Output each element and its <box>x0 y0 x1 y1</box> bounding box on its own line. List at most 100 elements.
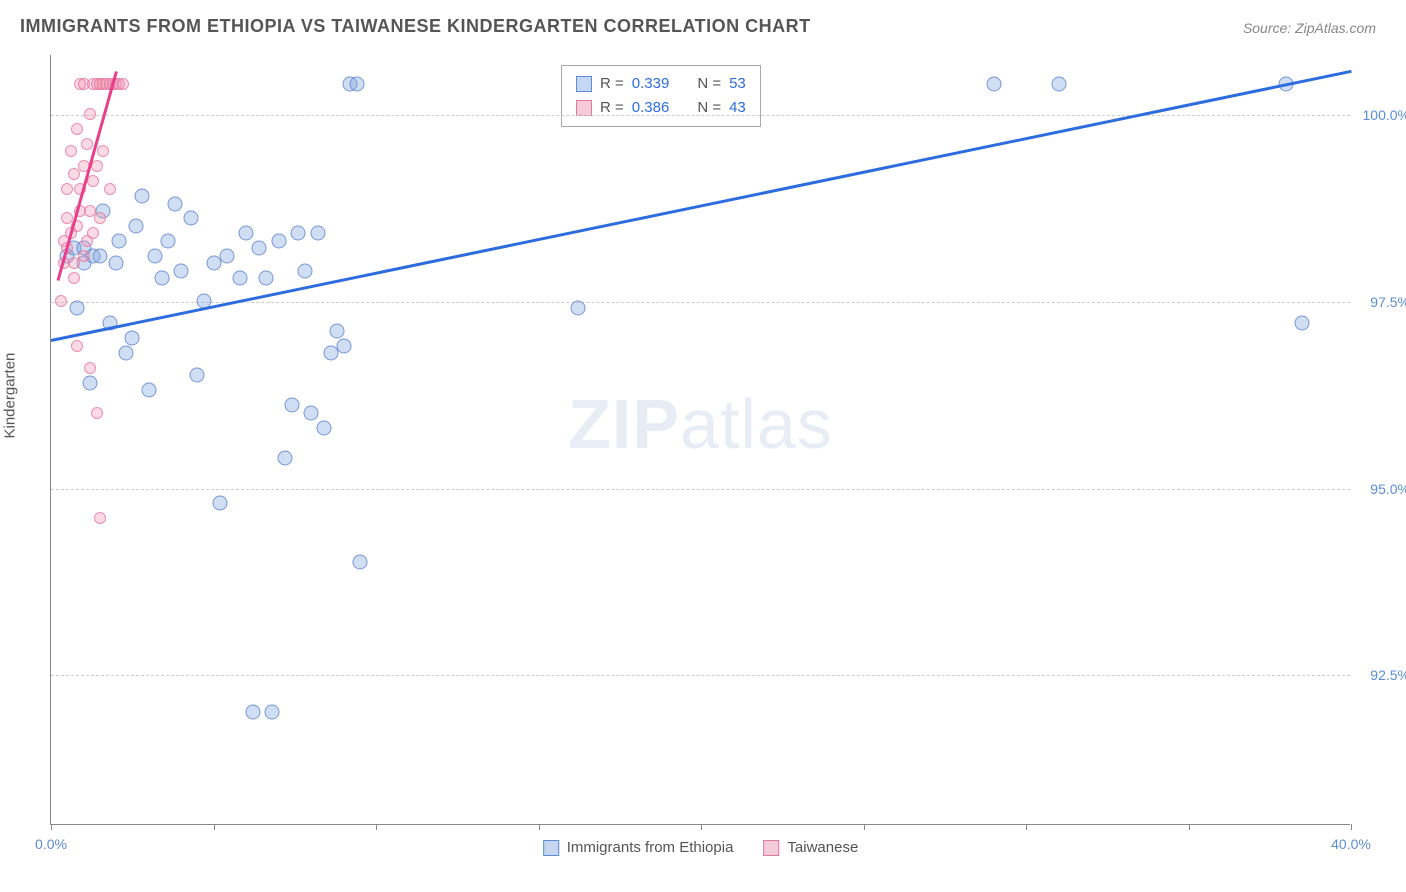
gridline-h <box>51 302 1350 303</box>
scatter-point <box>252 241 267 256</box>
scatter-point <box>87 175 99 187</box>
x-tick <box>51 824 52 830</box>
series-legend: Immigrants from Ethiopia Taiwanese <box>543 839 859 856</box>
scatter-point <box>61 183 73 195</box>
legend-series-label: Immigrants from Ethiopia <box>567 839 734 856</box>
gridline-h <box>51 489 1350 490</box>
x-tick <box>1026 824 1027 830</box>
scatter-point <box>190 368 205 383</box>
scatter-point <box>78 250 90 262</box>
scatter-point <box>1051 76 1066 91</box>
x-tick <box>376 824 377 830</box>
correlation-legend: R = 0.339 N = 53 R = 0.386 N = 43 <box>561 65 761 127</box>
scatter-point <box>81 138 93 150</box>
scatter-point <box>174 263 189 278</box>
scatter-point <box>278 450 293 465</box>
scatter-point <box>330 323 345 338</box>
x-tick <box>864 824 865 830</box>
scatter-point <box>352 555 367 570</box>
legend-n-value: 53 <box>729 72 746 96</box>
scatter-point <box>135 189 150 204</box>
scatter-point <box>245 704 260 719</box>
scatter-point <box>148 248 163 263</box>
scatter-point <box>84 362 96 374</box>
scatter-point <box>284 398 299 413</box>
scatter-point <box>55 295 67 307</box>
scatter-point <box>118 346 133 361</box>
scatter-point <box>84 108 96 120</box>
scatter-point <box>161 233 176 248</box>
legend-series-item: Immigrants from Ethiopia <box>543 839 734 856</box>
x-tick-label: 0.0% <box>35 836 67 852</box>
scatter-point <box>97 145 109 157</box>
legend-series-label: Taiwanese <box>787 839 858 856</box>
y-tick-label: 100.0% <box>1355 107 1406 123</box>
y-tick-label: 95.0% <box>1355 481 1406 497</box>
scatter-point <box>239 226 254 241</box>
scatter-point <box>232 271 247 286</box>
scatter-point <box>125 331 140 346</box>
scatter-point <box>70 301 85 316</box>
scatter-point <box>94 212 106 224</box>
scatter-point <box>310 226 325 241</box>
scatter-point <box>112 233 127 248</box>
watermark-bold: ZIP <box>568 385 680 463</box>
y-axis-label: Kindergarten <box>2 353 19 439</box>
scatter-point <box>297 263 312 278</box>
scatter-point <box>128 218 143 233</box>
watermark-rest: atlas <box>680 385 833 463</box>
scatter-point <box>154 271 169 286</box>
scatter-point <box>71 123 83 135</box>
scatter-point <box>94 512 106 524</box>
x-tick-label: 40.0% <box>1331 836 1371 852</box>
scatter-point <box>71 340 83 352</box>
chart-plot-area: ZIPatlas R =0.339N =53R =0.386N =43 Immi… <box>50 55 1350 825</box>
scatter-point <box>141 383 156 398</box>
legend-swatch-icon <box>576 100 592 116</box>
scatter-point <box>349 76 364 91</box>
scatter-point <box>336 338 351 353</box>
scatter-point <box>219 248 234 263</box>
scatter-point <box>570 301 585 316</box>
scatter-point <box>91 407 103 419</box>
chart-title: IMMIGRANTS FROM ETHIOPIA VS TAIWANESE KI… <box>20 16 811 37</box>
x-tick <box>1189 824 1190 830</box>
legend-r-value: 0.339 <box>632 72 670 96</box>
scatter-point <box>317 420 332 435</box>
x-tick <box>701 824 702 830</box>
legend-n-label: N = <box>697 96 721 120</box>
scatter-point <box>213 495 228 510</box>
x-tick <box>214 824 215 830</box>
legend-n-label: N = <box>697 72 721 96</box>
source-attribution: Source: ZipAtlas.com <box>1243 20 1376 36</box>
legend-swatch-icon <box>763 840 779 856</box>
watermark-text: ZIPatlas <box>568 384 833 464</box>
legend-series-item: Taiwanese <box>763 839 858 856</box>
scatter-point <box>87 227 99 239</box>
y-tick-label: 92.5% <box>1355 667 1406 683</box>
scatter-point <box>109 256 124 271</box>
legend-r-label: R = <box>600 96 624 120</box>
scatter-point <box>183 211 198 226</box>
legend-correlation-row: R = 0.386 N = 43 <box>576 96 746 120</box>
scatter-point <box>258 271 273 286</box>
legend-n-value: 43 <box>729 96 746 120</box>
scatter-point <box>304 405 319 420</box>
x-tick <box>539 824 540 830</box>
scatter-point <box>68 272 80 284</box>
scatter-point <box>271 233 286 248</box>
scatter-point <box>291 226 306 241</box>
legend-swatch-icon <box>543 840 559 856</box>
scatter-point <box>65 145 77 157</box>
scatter-point <box>1295 316 1310 331</box>
legend-correlation-row: R = 0.339 N = 53 <box>576 72 746 96</box>
legend-r-label: R = <box>600 72 624 96</box>
scatter-point <box>83 375 98 390</box>
scatter-point <box>104 183 116 195</box>
scatter-point <box>117 78 129 90</box>
scatter-point <box>265 704 280 719</box>
legend-swatch-icon <box>576 76 592 92</box>
legend-r-value: 0.386 <box>632 96 670 120</box>
x-tick <box>1351 824 1352 830</box>
gridline-h <box>51 115 1350 116</box>
